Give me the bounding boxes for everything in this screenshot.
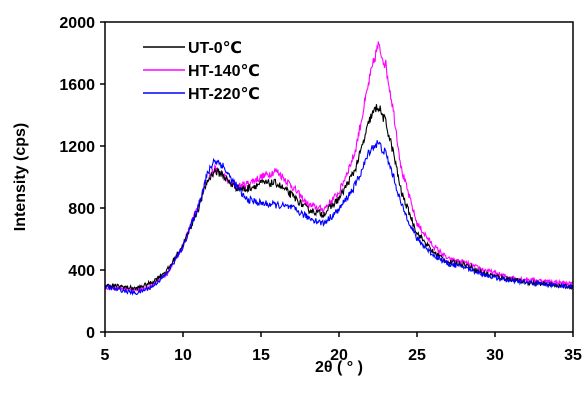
y-tick-label: 1200 [59, 139, 95, 156]
x-tick-label: 20 [330, 347, 348, 364]
series-line-3 [104, 140, 574, 296]
ticks-layer: 5 10 15 20 25 30 35 0 400 800 1200 1600 2000 [59, 15, 582, 364]
legend-label-2: HT-140℃ [188, 63, 260, 80]
y-tick-label: 800 [68, 201, 95, 218]
legend-label-3: HT-220℃ [188, 86, 260, 103]
legend-label-1: UT-0℃ [188, 40, 242, 57]
x-tick-label: 35 [564, 347, 582, 364]
y-tick-label: 400 [68, 263, 95, 280]
y-axis-title: Intensity (cps) [12, 123, 29, 231]
x-tick-label: 15 [252, 347, 270, 364]
legend: UT-0℃ HT-140℃ HT-220℃ [143, 40, 260, 103]
x-tick-label: 30 [486, 347, 504, 364]
y-tick-label: 1600 [59, 77, 95, 94]
x-tick-label: 25 [408, 347, 426, 364]
series-layer [104, 41, 574, 296]
x-axis-title: 2θ ( ° ) [315, 359, 363, 376]
x-tick-label: 10 [174, 347, 192, 364]
y-tick-label: 0 [86, 325, 95, 342]
y-tick-label: 2000 [59, 15, 95, 32]
x-tick-label: 5 [101, 347, 110, 364]
